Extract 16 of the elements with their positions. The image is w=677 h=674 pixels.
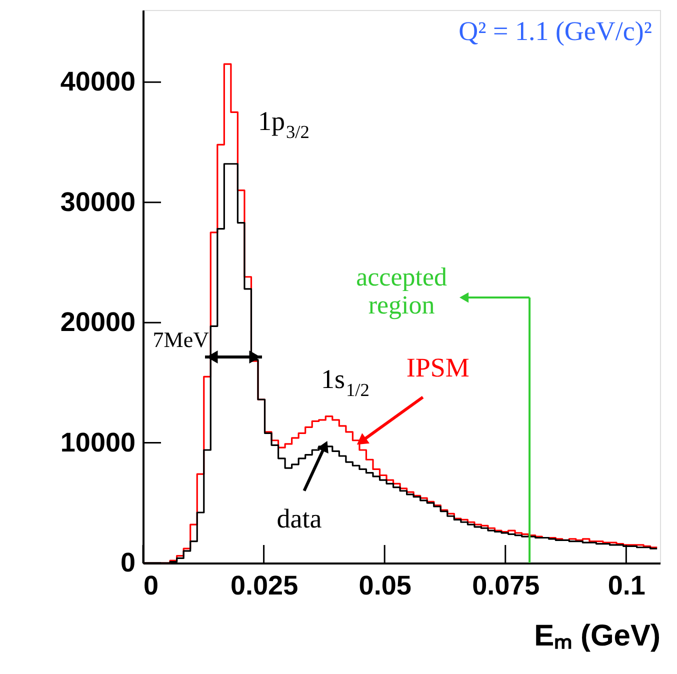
y-tick-label: 0 xyxy=(120,548,136,578)
x-tick-label: 0.025 xyxy=(230,570,298,600)
y-tick-label: 20000 xyxy=(60,307,136,338)
annotation: 7MeV xyxy=(152,327,210,352)
x-tick-label: 0.075 xyxy=(472,570,540,600)
x-axis-title: Eₘ (GeV) xyxy=(534,620,660,652)
x-tick-label: 0 xyxy=(144,570,159,600)
annotation: Q² = 1.1 (GeV/c)² xyxy=(458,16,652,46)
x-tick-label: 0.1 xyxy=(608,570,646,600)
annotation: IPSM xyxy=(406,352,470,382)
annotation: data xyxy=(276,504,322,534)
y-tick-label: 10000 xyxy=(60,427,136,458)
y-tick-label: 30000 xyxy=(60,186,136,217)
y-tick-label: 40000 xyxy=(60,66,136,97)
ref-line-label: accepted region xyxy=(356,262,448,320)
x-tick-label: 0.05 xyxy=(358,570,412,600)
